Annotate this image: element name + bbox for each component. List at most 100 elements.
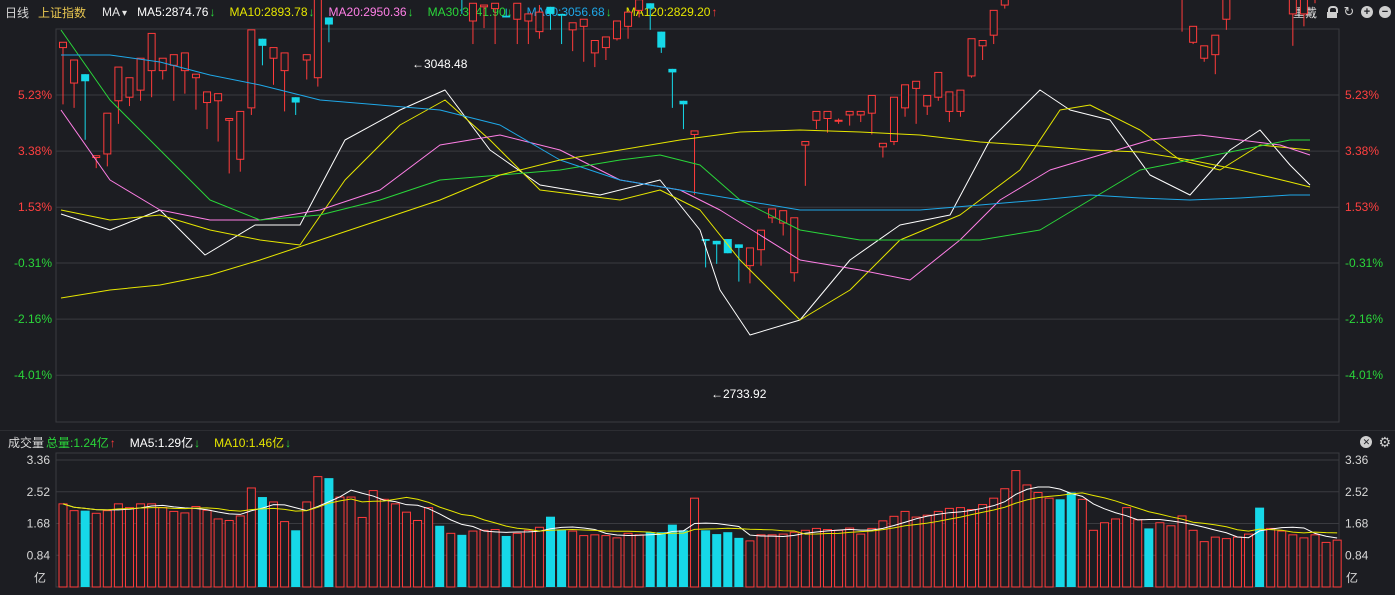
- price-panel-frame: [55, 28, 1340, 423]
- candle-body-up: [125, 77, 134, 98]
- volume-bar-up: [1210, 536, 1220, 588]
- chevron-down-icon: ▾: [122, 8, 128, 19]
- volume-bar-up: [346, 496, 356, 588]
- volume-bar-up: [778, 533, 788, 588]
- arrow-up-icon: ↑: [711, 5, 718, 19]
- volume-bar-down: [1144, 528, 1154, 587]
- candle-body-up: [1299, 0, 1308, 15]
- volume-tick-right: 0.84: [1345, 548, 1369, 562]
- volume-bar-up: [1277, 530, 1287, 588]
- volume-bar-up: [213, 518, 223, 588]
- candle-body-up: [114, 66, 123, 102]
- zoom-in-icon[interactable]: +: [1361, 6, 1373, 18]
- arrow-down-icon: ↓: [209, 5, 216, 19]
- volume-bar-up: [191, 505, 201, 588]
- period-label[interactable]: 日线: [5, 5, 30, 20]
- candle-body-up: [269, 47, 278, 59]
- candle-body-down: [258, 38, 267, 46]
- volume-bar-up: [1022, 484, 1032, 588]
- candle-body-up: [491, 2, 500, 10]
- close-icon[interactable]: ✕: [1360, 436, 1373, 448]
- candle-body-up: [601, 36, 610, 49]
- volume-unit-left: 亿: [34, 570, 46, 585]
- candle-body-up: [779, 210, 788, 224]
- candle-body-up: [169, 54, 178, 66]
- ma-item-text: MA5:2874.76: [137, 5, 209, 19]
- candle-body-up: [889, 96, 898, 143]
- volume-bar-up: [269, 501, 279, 588]
- volume-bar-up: [1266, 527, 1276, 588]
- arrow-down-icon: ↓: [407, 5, 414, 19]
- candle-body-up: [768, 208, 777, 219]
- volume-bar-up: [490, 529, 500, 588]
- candle-body-up: [92, 155, 101, 159]
- volume-chart-header: 成交量 总量:1.24亿↑ MA5:1.29亿↓ MA10:1.46亿↓ ✕ ⚙: [0, 431, 1395, 453]
- candle-body-up: [823, 110, 832, 119]
- volume-bar-up: [811, 527, 821, 588]
- candle-body-up: [801, 141, 810, 146]
- candle-body-up: [524, 13, 533, 22]
- candle-body-up: [912, 80, 921, 89]
- candle-body-up: [1200, 45, 1209, 59]
- candle-body-up: [757, 229, 766, 251]
- candle-body-up: [690, 130, 699, 135]
- volume-bar-up: [1232, 536, 1242, 588]
- candle-body-up: [236, 110, 245, 160]
- candle-body-down: [701, 239, 710, 241]
- candle-body-up: [612, 20, 621, 40]
- volume-bar-up: [989, 497, 999, 588]
- volume-bar-up: [169, 510, 179, 588]
- candle-body-up: [579, 18, 588, 27]
- volume-bar-up: [180, 512, 190, 588]
- volume-unit-right: 亿: [1346, 570, 1358, 585]
- lock-icon[interactable]: [1327, 6, 1338, 18]
- candle-body-up: [280, 52, 289, 72]
- volume-bar-up: [357, 516, 367, 588]
- candle-body-down: [734, 244, 743, 248]
- indicator-selector[interactable]: MA ▾: [102, 5, 127, 19]
- candle-body-up: [480, 4, 489, 8]
- refresh-icon[interactable]: ↻: [1343, 4, 1355, 19]
- candle-body-up: [901, 84, 910, 109]
- candle-body-down: [712, 240, 721, 245]
- volume-bar-up: [523, 529, 533, 588]
- candle-body-up: [313, 0, 322, 79]
- price-tick-right: -4.01%: [1345, 368, 1383, 382]
- volume-bar-down: [701, 530, 711, 587]
- volume-bar-up: [235, 515, 245, 588]
- candle-body-up: [834, 119, 843, 122]
- candle-body-up: [845, 110, 854, 116]
- volume-bar-up: [390, 503, 400, 588]
- volume-bar-up: [756, 534, 766, 588]
- volume-bar-up: [479, 529, 489, 588]
- volume-bar-down: [734, 537, 744, 587]
- volume-bar-up: [933, 510, 943, 588]
- volume-bar-down: [457, 534, 467, 587]
- volume-bar-up: [1099, 522, 1109, 588]
- volume-bar-up: [1011, 470, 1021, 588]
- volume-tick-right: 3.36: [1345, 453, 1369, 467]
- volume-bar-up: [623, 532, 633, 588]
- volume-tick-left: 3.36: [27, 453, 51, 467]
- arrow-down-icon: ↓: [308, 5, 315, 19]
- volume-bar-up: [1166, 525, 1176, 588]
- volume-bar-up: [767, 534, 777, 588]
- candle-body-down: [324, 17, 333, 25]
- volume-bar-up: [612, 537, 622, 588]
- settings-icon[interactable]: ⚙: [1378, 434, 1391, 450]
- candle-body-up: [513, 2, 522, 20]
- volume-bar-up: [158, 507, 168, 588]
- volume-title: 成交量: [8, 435, 45, 450]
- volume-bar-up: [634, 534, 644, 588]
- candle-body-up: [302, 54, 311, 61]
- volume-ma10-line: [62, 492, 1338, 535]
- volume-bar-up: [1299, 537, 1309, 588]
- ma-line-ma120: [60, 129, 1311, 299]
- volume-bar-up: [58, 503, 68, 588]
- volume-bar-up: [302, 501, 312, 588]
- volume-bar-up: [1033, 492, 1043, 588]
- zoom-out-icon[interactable]: −: [1379, 6, 1391, 18]
- arrow-up-icon: ↑: [109, 435, 116, 450]
- volume-bar-up: [845, 527, 855, 588]
